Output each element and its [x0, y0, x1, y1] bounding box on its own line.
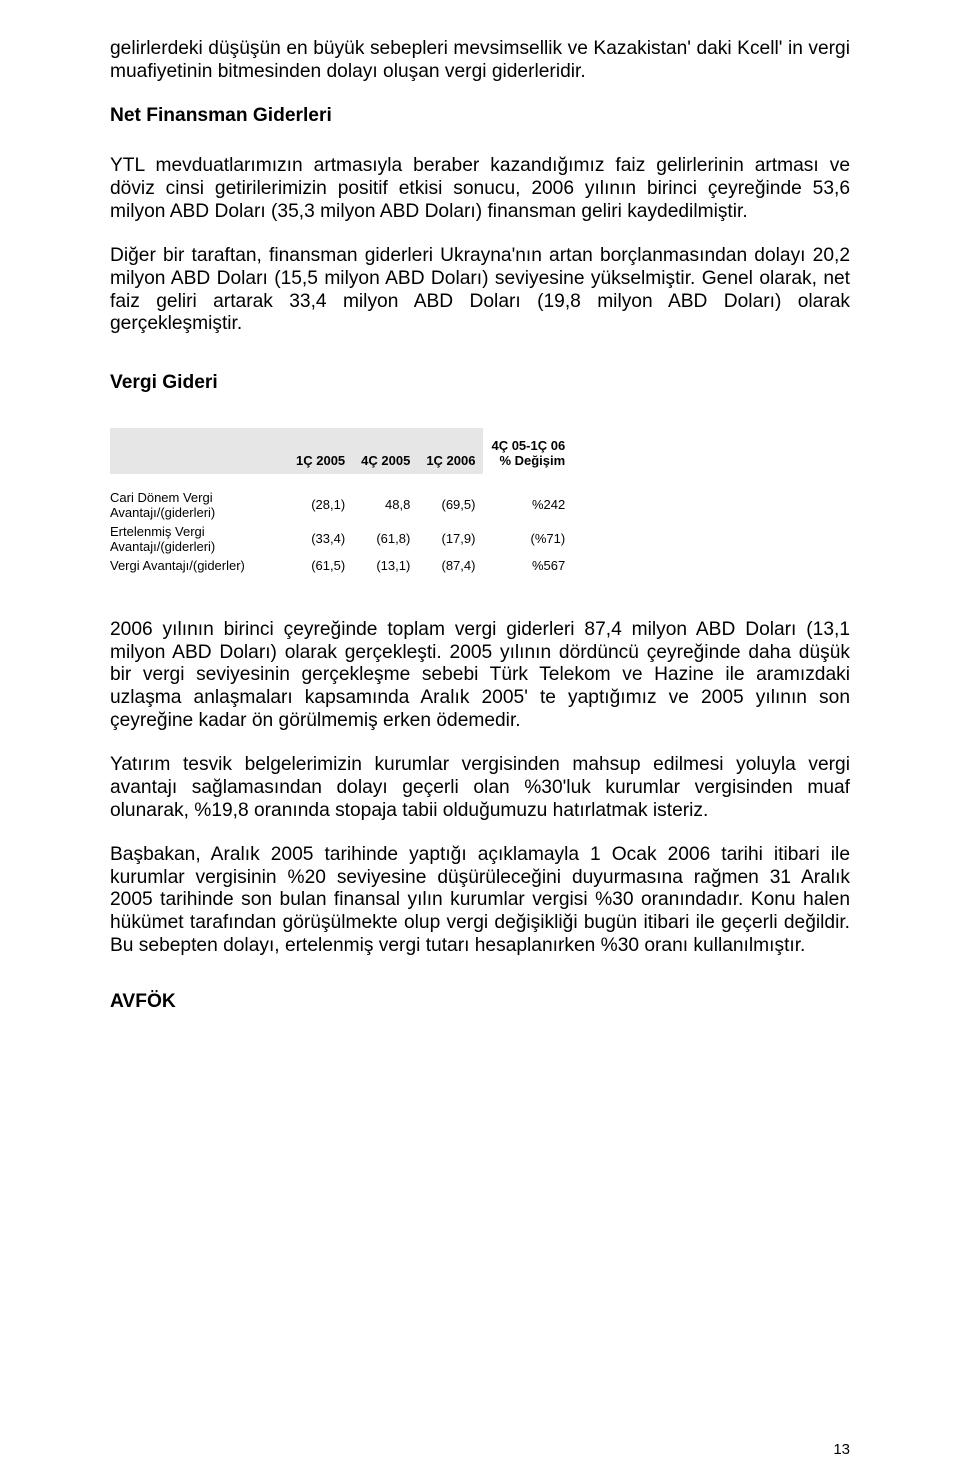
- row-label-line1: Ertelenmiş Vergi: [110, 524, 205, 539]
- table-row: Cari Dönem Vergi Avantajı/(giderleri) (2…: [110, 488, 573, 522]
- table-cell: (28,1): [288, 488, 353, 522]
- table-header: 1Ç 2005: [288, 428, 353, 474]
- paragraph: Yatırım tesvik belgelerimizin kurumlar v…: [110, 754, 850, 822]
- table-row: Ertelenmiş Vergi Avantajı/(giderleri) (3…: [110, 522, 573, 556]
- table-cell: (13,1): [353, 556, 418, 575]
- table-cell: (61,8): [353, 522, 418, 556]
- table-header-line1: 4Ç 05-1Ç 06: [491, 438, 565, 453]
- paragraph: gelirlerdeki düşüşün en büyük sebepleri …: [110, 38, 850, 83]
- row-label-line1: Vergi Avantajı/(giderler): [110, 558, 245, 573]
- document-page: gelirlerdeki düşüşün en büyük sebepleri …: [0, 0, 960, 1480]
- section-heading: AVFÖK: [110, 991, 850, 1013]
- paragraph: Başbakan, Aralık 2005 tarihinde yaptığı …: [110, 844, 850, 957]
- table-header-empty: [110, 428, 288, 474]
- table-header: 1Ç 2006: [418, 428, 483, 474]
- section-heading: Vergi Gideri: [110, 372, 850, 394]
- paragraph: YTL mevduatlarımızın artmasıyla beraber …: [110, 155, 850, 223]
- table-cell: (87,4): [418, 556, 483, 575]
- table-cell: %242: [483, 488, 573, 522]
- table-cell: (33,4): [288, 522, 353, 556]
- page-number: 13: [833, 1441, 850, 1458]
- table-header-line2: % Değişim: [499, 453, 565, 468]
- table-cell: (%71): [483, 522, 573, 556]
- table-header: 4Ç 05-1Ç 06 % Değişim: [483, 428, 573, 474]
- table-header: 4Ç 2005: [353, 428, 418, 474]
- paragraph: Diğer bir taraftan, finansman giderleri …: [110, 245, 850, 336]
- table-row: Vergi Avantajı/(giderler) (61,5) (13,1) …: [110, 556, 573, 575]
- table-cell: %567: [483, 556, 573, 575]
- table-cell: 48,8: [353, 488, 418, 522]
- row-label-line2: Avantajı/(giderleri): [110, 505, 215, 520]
- table-cell: (69,5): [418, 488, 483, 522]
- row-label-line2: Avantajı/(giderleri): [110, 539, 215, 554]
- row-label-line1: Cari Dönem Vergi: [110, 490, 213, 505]
- section-heading: Net Finansman Giderleri: [110, 105, 850, 127]
- tax-table: 1Ç 2005 4Ç 2005 1Ç 2006 4Ç 05-1Ç 06 % De…: [110, 428, 573, 575]
- paragraph: 2006 yılının birinci çeyreğinde toplam v…: [110, 619, 850, 732]
- table-cell: (17,9): [418, 522, 483, 556]
- table-header-row: 1Ç 2005 4Ç 2005 1Ç 2006 4Ç 05-1Ç 06 % De…: [110, 428, 573, 474]
- table-cell: (61,5): [288, 556, 353, 575]
